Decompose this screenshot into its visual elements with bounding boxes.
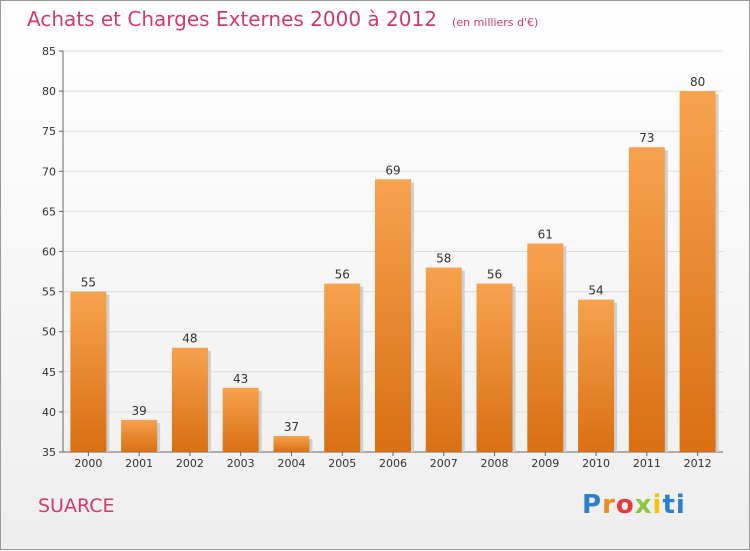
data-label: 80 — [690, 75, 705, 89]
data-label: 43 — [233, 372, 248, 386]
x-tick-label: 2001 — [125, 457, 153, 470]
data-label: 58 — [436, 252, 451, 266]
y-tick-label: 80 — [42, 85, 56, 98]
chart-subtitle: (en milliers d'€) — [452, 16, 539, 29]
x-tick-label: 2000 — [74, 457, 102, 470]
data-label: 54 — [588, 284, 603, 298]
y-tick-label: 75 — [42, 125, 56, 138]
bar — [578, 299, 615, 452]
bar — [476, 283, 513, 452]
logo-letter: P — [582, 490, 603, 520]
data-label: 73 — [639, 131, 654, 145]
x-tick-label: 2007 — [430, 457, 458, 470]
data-label: 56 — [487, 268, 502, 282]
data-label: 37 — [284, 420, 299, 434]
x-tick-label: 2012 — [684, 457, 712, 470]
bar — [375, 179, 411, 452]
bar — [628, 147, 665, 453]
x-tick-label: 2002 — [176, 457, 204, 470]
x-tick-label: 2006 — [379, 457, 407, 470]
x-tick-label: 2003 — [227, 457, 255, 470]
logo-letter: o — [615, 490, 635, 520]
logo-letter: x — [634, 490, 653, 520]
data-label: 56 — [335, 268, 350, 282]
bar — [425, 267, 462, 452]
y-tick-label: 65 — [42, 205, 56, 218]
bar — [527, 243, 564, 452]
logo-letter: r — [602, 490, 616, 520]
bars — [70, 91, 719, 453]
y-tick-label: 85 — [42, 45, 56, 58]
y-tick-label: 40 — [42, 406, 56, 419]
bar — [70, 291, 107, 452]
y-tick-label: 50 — [42, 326, 56, 339]
chart-title: Achats et Charges Externes 2000 à 2012 — [27, 7, 437, 31]
data-label: 61 — [538, 227, 553, 241]
y-tick-label: 70 — [42, 165, 56, 178]
y-tick-label: 55 — [42, 286, 56, 299]
x-tick-label: 2011 — [633, 457, 661, 470]
bar — [121, 419, 158, 452]
labels: 35 40 45 50 55 60 65 70 75 80 85 55 2000 39 2001 48 2002… — [42, 45, 712, 470]
proxiti-logo: Proxiti — [582, 490, 686, 520]
bar — [171, 347, 208, 452]
bar — [222, 387, 259, 452]
y-tick-label: 45 — [42, 366, 56, 379]
commune-name: SUARCE — [38, 495, 115, 517]
logo-letter: ti — [662, 490, 686, 520]
title-row: Achats et Charges Externes 2000 à 2012 (… — [27, 7, 538, 31]
bar — [679, 91, 716, 452]
data-label: 39 — [132, 404, 147, 418]
x-tick-label: 2004 — [277, 457, 305, 470]
data-label: 48 — [182, 332, 197, 346]
data-label: 69 — [385, 163, 400, 177]
bar — [324, 283, 361, 452]
x-tick-label: 2005 — [328, 457, 356, 470]
x-tick-label: 2009 — [531, 457, 559, 470]
data-label: 55 — [81, 276, 96, 290]
x-tick-label: 2010 — [582, 457, 610, 470]
x-tick-label: 2008 — [481, 457, 509, 470]
y-tick-label: 60 — [42, 246, 56, 259]
y-tick-label: 35 — [42, 446, 56, 459]
bar — [273, 435, 310, 452]
logo-letter: i — [652, 490, 663, 520]
